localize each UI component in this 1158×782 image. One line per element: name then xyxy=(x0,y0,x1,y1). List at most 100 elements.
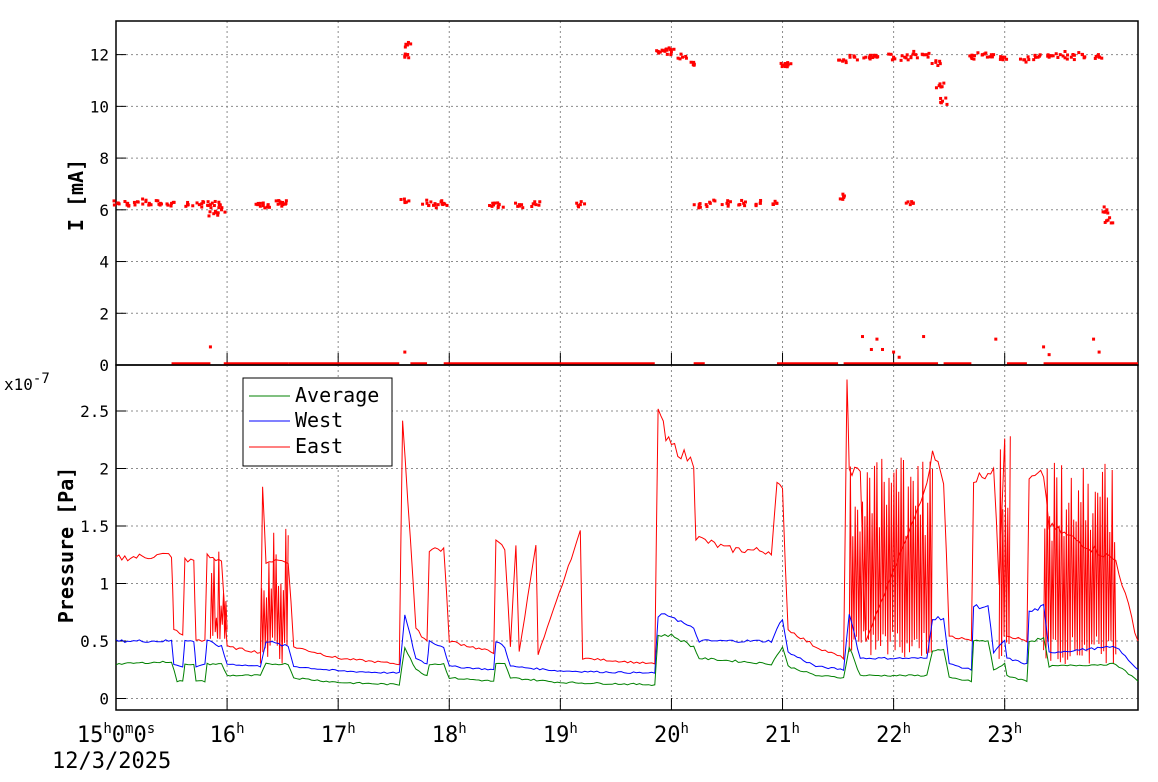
time-label-part: 16 xyxy=(210,723,237,748)
current-point-38-3 xyxy=(783,65,787,69)
current-point-65-4 xyxy=(910,200,914,204)
current-point-64-3 xyxy=(838,197,842,201)
legend-box xyxy=(242,377,393,467)
current-point-50-2 xyxy=(945,102,949,106)
current-point-28-4 xyxy=(665,48,669,52)
current-point-26-1 xyxy=(579,200,583,204)
current-point-18-1 xyxy=(409,42,413,46)
current-point-58-4 xyxy=(1061,54,1065,58)
pressure-scale-base: x10 xyxy=(4,375,33,394)
current-point-39-4 xyxy=(783,61,787,65)
current-point-56-4 xyxy=(1038,53,1042,57)
current-point-49-0 xyxy=(938,82,942,86)
current-point-45-1 xyxy=(904,56,908,60)
current-point-49-1 xyxy=(942,81,946,85)
current-point-43-4 xyxy=(871,56,875,60)
current-point-43-2 xyxy=(876,55,880,59)
current-point-25-4 xyxy=(530,205,534,209)
current-point-2-0 xyxy=(133,203,137,207)
series-line-west xyxy=(115,603,1139,674)
current-point-54-1 xyxy=(1005,57,1009,61)
current-point-58-1 xyxy=(1054,52,1058,56)
current-point-59-2 xyxy=(1072,58,1076,62)
current-point-62-3 xyxy=(1106,211,1110,215)
time-label-22: 22h xyxy=(876,721,911,748)
current-point-40-2 xyxy=(841,59,845,63)
current-point-23-1 xyxy=(497,202,501,206)
current-point-26-4 xyxy=(583,202,587,206)
current-point-66 xyxy=(208,345,212,349)
current-point-72 xyxy=(892,350,896,354)
current-point-58-0 xyxy=(1063,56,1067,60)
current-point-20-4 xyxy=(433,202,437,206)
date-label: 12/3/2025 xyxy=(52,749,171,774)
current-point-49-4 xyxy=(940,85,944,89)
current-point-22-3 xyxy=(491,201,495,205)
time-label-part: 15 xyxy=(77,723,104,748)
legend-label-average: Average xyxy=(295,383,379,407)
current-point-54 xyxy=(1003,55,1007,59)
current-point-70 xyxy=(875,337,879,341)
current-point-5-4 xyxy=(171,200,175,204)
time-label-21: 21h xyxy=(765,721,800,748)
current-point-42-4 xyxy=(868,56,872,60)
current-point-17-4 xyxy=(404,53,408,57)
current-point-0-1 xyxy=(112,203,116,207)
current-point-47-1 xyxy=(922,53,926,57)
time-label-sup: h xyxy=(680,721,688,737)
current-point-68 xyxy=(861,335,865,339)
current-point-35-0 xyxy=(740,198,744,202)
current-point-16-3 xyxy=(407,199,411,203)
current-point-40-1 xyxy=(844,61,848,65)
current-point-30-2 xyxy=(676,56,680,60)
pressure-ytick-label-3: 1.5 xyxy=(80,517,109,536)
current-point-48-2 xyxy=(936,64,940,68)
current-point-65 xyxy=(908,203,912,207)
current-point-16-4 xyxy=(402,197,406,201)
current-point-26-3 xyxy=(577,205,581,209)
current-point-11-3 xyxy=(220,206,224,210)
current-point-29-0 xyxy=(665,52,669,56)
current-point-0-3 xyxy=(112,199,116,203)
current-point-9-2 xyxy=(213,199,217,203)
current-point-56-0 xyxy=(1034,55,1038,59)
time-label-part: 0 xyxy=(133,723,146,748)
current-point-2-3 xyxy=(141,202,145,206)
current-point-61-2 xyxy=(1096,53,1100,57)
current-point-32-2 xyxy=(692,203,696,207)
current-point-3-4 xyxy=(144,200,148,204)
current-point-25-0 xyxy=(531,202,535,206)
current-point-43-1 xyxy=(872,53,876,57)
current-point-41-0 xyxy=(848,55,852,59)
current-point-34-3 xyxy=(726,204,730,208)
current-point-29-2 xyxy=(672,47,676,51)
current-point-1-4 xyxy=(126,201,130,205)
series-noise-east-3 xyxy=(998,436,1011,659)
current-point-25 xyxy=(534,203,538,207)
time-label-18: 18h xyxy=(432,721,467,748)
current-point-60-3 xyxy=(1077,51,1081,55)
current-point-34-0 xyxy=(728,200,732,204)
current-point-42 xyxy=(864,55,868,59)
current-point-12-3 xyxy=(256,203,260,207)
current-point-47-0 xyxy=(926,55,930,59)
current-point-55-4 xyxy=(1027,58,1031,62)
current-point-25-3 xyxy=(537,203,541,207)
current-point-39 xyxy=(786,63,790,67)
current-point-51-0 xyxy=(972,57,976,61)
current-point-33-4 xyxy=(712,198,716,202)
time-label-16: 16h xyxy=(210,721,245,748)
current-point-34-1 xyxy=(726,199,730,203)
current-point-20-1 xyxy=(434,206,438,210)
current-point-2-4 xyxy=(135,200,139,204)
current-point-19-2 xyxy=(425,198,429,202)
current-point-37-4 xyxy=(775,201,779,205)
current-ytick-label-4: 8 xyxy=(99,149,109,168)
current-point-38-2 xyxy=(780,65,784,69)
current-point-2-2 xyxy=(132,200,136,204)
current-point-18-0 xyxy=(403,45,407,49)
current-point-12-0 xyxy=(258,204,262,208)
current-point-53-4 xyxy=(989,53,993,57)
current-point-55-3 xyxy=(1024,60,1028,64)
current-point-35-4 xyxy=(738,202,742,206)
